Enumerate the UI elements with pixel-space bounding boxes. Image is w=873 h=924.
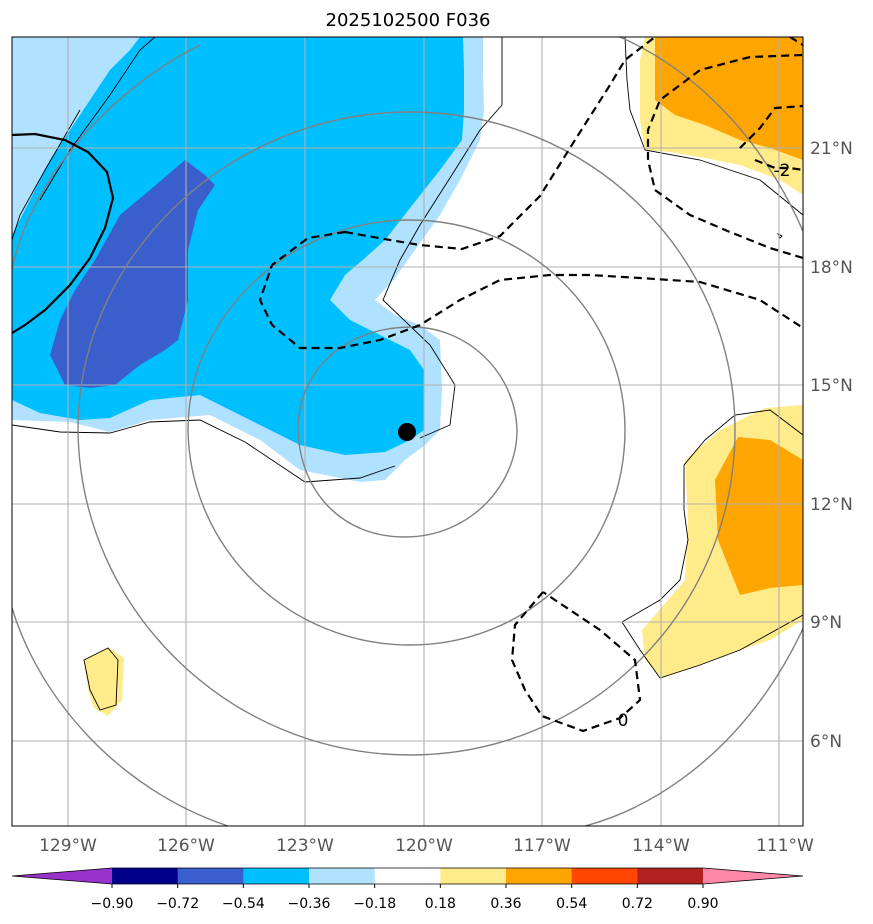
dashed-contour-top-corner — [789, 37, 803, 46]
colorbar-segment — [243, 868, 310, 884]
x-tick-label: 120°W — [395, 836, 453, 856]
colorbar-tick-label: 0.18 — [425, 896, 456, 912]
colorbar-tick-label: −0.54 — [222, 896, 265, 912]
range-rings — [12, 37, 803, 826]
colorbar-segment — [309, 868, 376, 884]
y-tick-label: 12°N — [810, 495, 853, 515]
outline-contour-sw — [83, 647, 119, 711]
colorbar: −0.90 −0.72 −0.54 −0.36 −0.18 0.18 0.36 0.54 0.7… — [11, 867, 804, 912]
y-axis-labels: 21°N 18°N 15°N 12°N 9°N 6°N — [810, 139, 853, 752]
colorbar-segment — [374, 868, 441, 884]
x-tick-label: 126°W — [157, 836, 215, 856]
anomaly-fill-orange-ne — [655, 37, 803, 160]
range-ring-1 — [297, 326, 518, 538]
solid-contour-west — [12, 132, 115, 334]
y-tick-label: 15°N — [810, 376, 853, 396]
colorbar-segment — [177, 868, 244, 884]
anomaly-fill-orange-e — [715, 437, 803, 595]
colorbar-segment — [440, 868, 507, 884]
contour-label-zero: 0 — [618, 711, 629, 731]
storm-center-marker — [398, 423, 416, 441]
colorbar-segment — [112, 868, 179, 884]
range-ring-4 — [235, 37, 803, 826]
colorbar-tick-label: −0.18 — [353, 896, 396, 912]
colorbar-tick-label: 0.72 — [622, 896, 653, 912]
y-tick-label: 18°N — [810, 258, 853, 278]
range-ring-4-nw — [12, 44, 201, 271]
grid — [12, 37, 803, 826]
y-tick-label: 9°N — [810, 613, 842, 633]
colorbar-extend-max — [703, 868, 803, 884]
colorbar-tick-label: −0.36 — [288, 896, 331, 912]
dashed-contour-ne-edge — [754, 158, 803, 172]
colorbar-extend-min — [12, 868, 112, 884]
y-tick-label: 21°N — [810, 139, 853, 159]
dashed-contour-inner — [258, 230, 803, 350]
x-tick-label: 117°W — [513, 836, 571, 856]
dashed-contour-ne-inner — [739, 104, 803, 149]
colorbar-tick-label: −0.72 — [156, 896, 199, 912]
colorbar-tick-label: −0.90 — [91, 896, 134, 912]
colorbar-tick-label: 0.90 — [687, 896, 718, 912]
outline-contour-west — [39, 37, 156, 201]
y-tick-label: 6°N — [810, 732, 842, 752]
dashed-contours — [258, 37, 803, 733]
x-tick-label: 114°W — [632, 836, 690, 856]
colorbar-tick-label: 0.36 — [490, 896, 521, 912]
colorbar-segment — [506, 868, 573, 884]
contour-labels: -2 0 — [618, 161, 791, 731]
anomaly-fill-royal-blue — [50, 160, 215, 388]
map-panel: -2 0 — [12, 37, 803, 826]
dashed-contour-south — [510, 591, 642, 733]
colorbar-segment — [637, 868, 704, 884]
range-ring-4-west — [12, 607, 229, 826]
colorbar-tick-label: 0.54 — [556, 896, 587, 912]
colorbar-segment — [571, 868, 638, 884]
range-ring-2 — [187, 219, 626, 646]
contour-label-neg2: -2 — [774, 161, 791, 181]
x-tick-label: 123°W — [276, 836, 334, 856]
map-frame — [11, 36, 804, 827]
x-axis-labels: 129°W 126°W 123°W 120°W 117°W 114°W 111°… — [39, 836, 814, 856]
dashed-contour-upper — [344, 37, 656, 251]
x-tick-label: 111°W — [756, 836, 814, 856]
outline-contour-ne — [624, 37, 803, 216]
outline-contour-south — [12, 419, 396, 483]
range-ring-3 — [77, 111, 736, 756]
outline-contour-e — [621, 409, 803, 679]
x-tick-label: 129°W — [39, 836, 97, 856]
chart-title: 2025102500 F036 — [326, 10, 491, 31]
